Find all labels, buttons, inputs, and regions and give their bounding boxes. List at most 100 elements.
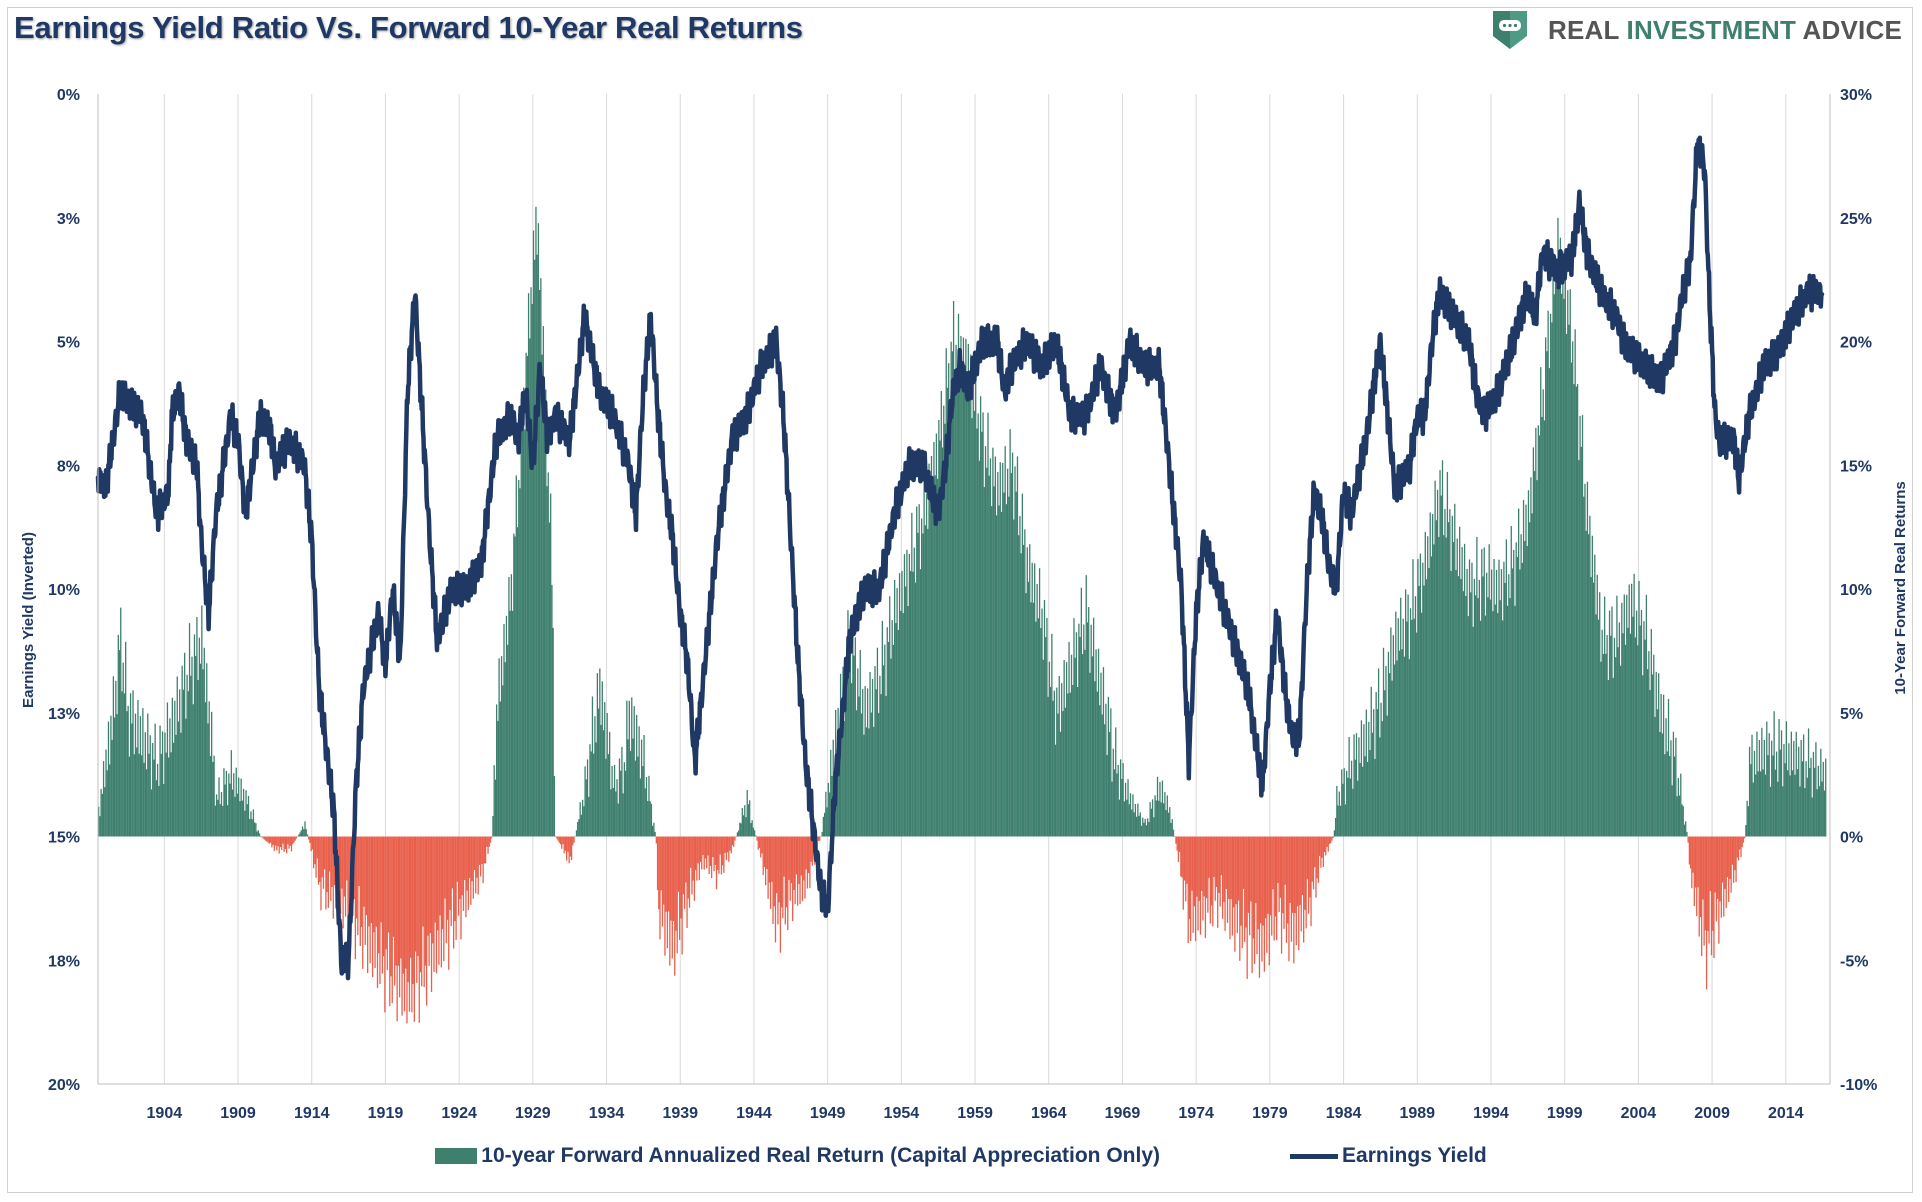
return-bar [1730, 836, 1732, 893]
return-bar [1602, 654, 1605, 837]
return-bar [739, 822, 741, 837]
return-bar [290, 836, 293, 852]
return-bar [523, 387, 525, 837]
return-bar [1611, 606, 1613, 837]
return-bar [924, 525, 926, 837]
return-bar [1385, 666, 1387, 837]
return-bar [1651, 674, 1654, 837]
return-bar [862, 688, 864, 837]
return-bar [413, 836, 415, 1022]
return-bar [1199, 836, 1202, 935]
return-bar [507, 644, 509, 837]
earnings-yield-path [95, 135, 1825, 981]
return-bar [125, 641, 127, 837]
return-bar [314, 836, 316, 865]
return-bar [898, 573, 901, 837]
return-bar [1121, 778, 1123, 837]
return-bar [811, 836, 813, 866]
x-tick-label: 1999 [1547, 1105, 1583, 1122]
return-bar [214, 805, 216, 837]
return-bar [1085, 575, 1087, 837]
return-bar [1094, 681, 1096, 837]
left-tick-label: 13% [48, 706, 80, 723]
return-bar [1530, 477, 1532, 837]
return-bar [1337, 805, 1339, 837]
return-bar [472, 836, 474, 899]
return-bar [1064, 707, 1067, 837]
return-bar [208, 701, 210, 837]
return-bar [535, 206, 537, 837]
return-bar [757, 836, 759, 850]
return-bar [1207, 836, 1209, 913]
return-bar [626, 700, 628, 837]
return-bar [424, 836, 427, 966]
return-bar [552, 627, 554, 837]
return-bar [111, 739, 113, 837]
return-bar [1191, 836, 1193, 891]
return-bar [267, 836, 269, 843]
return-bar [734, 836, 736, 841]
legend-item-earnings-yield: Earnings Yield [1290, 1144, 1487, 1168]
return-bar [1810, 757, 1812, 837]
return-bar [1807, 728, 1810, 837]
return-bar [169, 718, 171, 837]
return-bar [441, 836, 444, 930]
return-bar [1272, 836, 1274, 890]
return-bar [683, 836, 686, 910]
return-bar [993, 486, 995, 837]
return-bar [564, 836, 567, 851]
return-bar [196, 617, 198, 837]
return-bar [122, 662, 124, 837]
return-bar [1255, 836, 1257, 904]
return-bar [1689, 836, 1692, 869]
return-bar [1428, 567, 1430, 837]
return-bar [761, 836, 763, 854]
return-bar [188, 623, 191, 837]
return-bar [807, 836, 810, 873]
return-bar [1517, 508, 1520, 837]
return-bar [203, 647, 205, 837]
return-bar [201, 605, 203, 837]
return-bar [939, 440, 941, 837]
return-bar [1741, 836, 1743, 848]
return-bar [285, 836, 288, 854]
return-bar [1511, 568, 1514, 837]
return-bar [989, 458, 992, 837]
return-bar [1658, 673, 1660, 837]
return-bar [782, 836, 784, 919]
return-bar [239, 801, 241, 837]
return-bar [185, 718, 187, 837]
return-bar [551, 584, 553, 837]
return-bar [1473, 578, 1476, 837]
return-bar [917, 532, 919, 837]
return-bar [1104, 724, 1106, 837]
return-bar [1205, 836, 1208, 899]
return-bar [1713, 836, 1715, 958]
return-bar [1293, 836, 1295, 964]
return-bar [1196, 836, 1198, 897]
return-bar [650, 803, 653, 837]
return-bar [452, 836, 455, 949]
return-bar [1627, 627, 1629, 837]
return-bar [1148, 822, 1150, 837]
return-bar [298, 834, 300, 837]
return-bar [1531, 513, 1533, 837]
return-bar [1610, 635, 1612, 837]
return-bar [1709, 836, 1711, 892]
return-bar [403, 836, 406, 1012]
return-bar [536, 254, 538, 837]
return-bar [273, 836, 275, 851]
return-bar [1245, 836, 1247, 928]
x-tick-label: 2009 [1694, 1105, 1730, 1122]
return-bar [573, 836, 575, 843]
return-bar [187, 691, 189, 837]
return-bar [148, 753, 150, 837]
return-bar [666, 836, 669, 949]
return-bar [1077, 686, 1079, 837]
return-bar [400, 836, 402, 959]
return-bar [186, 674, 188, 837]
return-bar [1409, 608, 1412, 837]
x-tick-label: 1964 [1031, 1105, 1067, 1122]
brand-name-part1: REAL [1547, 14, 1627, 45]
return-bar [612, 787, 614, 837]
